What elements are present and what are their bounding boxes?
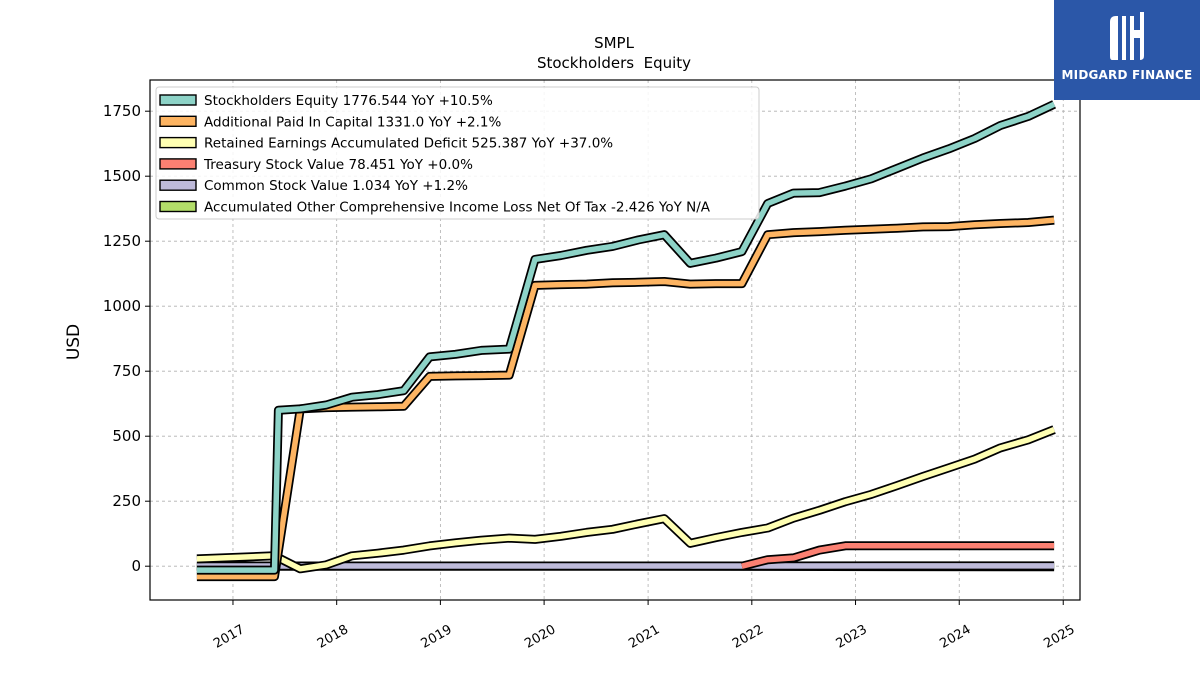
- y-tick-label: 500: [112, 427, 141, 445]
- plot-frame: [149, 79, 1081, 601]
- legend-entry: Common Stock Value 1.034 YoY +1.2%: [204, 178, 468, 194]
- legend-swatch: [159, 179, 197, 191]
- legend-swatch: [159, 200, 197, 213]
- x-tick-label: 2022: [730, 622, 766, 652]
- grid: [150, 80, 1080, 600]
- legend-entry: Treasury Stock Value 78.451 YoY +0.0%: [203, 157, 473, 173]
- y-tick-label: 1500: [103, 167, 141, 185]
- series-line-retained-earnings-accumulated-deficit: [196, 427, 1056, 572]
- brand-mark-icon: [1110, 12, 1144, 60]
- legend-swatch: [159, 158, 197, 170]
- legend-box: [155, 86, 760, 220]
- y-tick-label: 750: [112, 362, 141, 380]
- x-tick-label: 2017: [211, 622, 247, 652]
- legend-entry: Additional Paid In Capital 1331.0 YoY +2…: [204, 114, 501, 130]
- brand-logo: MIDGARD FINANCE: [1054, 0, 1200, 100]
- legend-swatch: [159, 94, 197, 106]
- y-tick-label: 0: [131, 557, 141, 575]
- x-tick-label: 2019: [419, 622, 455, 652]
- x-tick-label: 2021: [626, 622, 662, 652]
- x-tick-label: 2018: [315, 622, 351, 652]
- y-axis-label: USD: [64, 324, 84, 360]
- y-tick-label: 1750: [103, 102, 141, 120]
- legend-entry: Stockholders Equity 1776.544 YoY +10.5%: [204, 93, 493, 109]
- legend-entry: Accumulated Other Comprehensive Income L…: [204, 200, 711, 216]
- legend-swatch: [159, 136, 197, 149]
- legend-entry: Retained Earnings Accumulated Deficit 52…: [204, 136, 613, 152]
- y-tick-label: 250: [112, 492, 141, 510]
- x-tick-label: 2023: [834, 622, 870, 652]
- brand-name: MIDGARD FINANCE: [1061, 68, 1193, 82]
- x-tick-label: 2020: [522, 622, 558, 652]
- x-tick-label: 2024: [937, 622, 973, 652]
- chart-title: SMPL: [594, 34, 635, 52]
- legend-swatch: [159, 115, 197, 128]
- series-line-stockholders-equity: [196, 101, 1056, 573]
- legend: Stockholders Equity 1776.544 YoY +10.5% A…: [155, 86, 760, 220]
- series-layer: [196, 100, 1057, 582]
- series-line-additional-paid-in-capital: [196, 217, 1055, 580]
- chart-subtitle: Stockholders Equity: [537, 54, 691, 72]
- y-tick-label: 1250: [103, 232, 141, 250]
- x-tick-label: 2025: [1041, 622, 1077, 652]
- y-tick-label: 1000: [103, 297, 141, 315]
- series-line-treasury-stock-value: [741, 543, 1055, 569]
